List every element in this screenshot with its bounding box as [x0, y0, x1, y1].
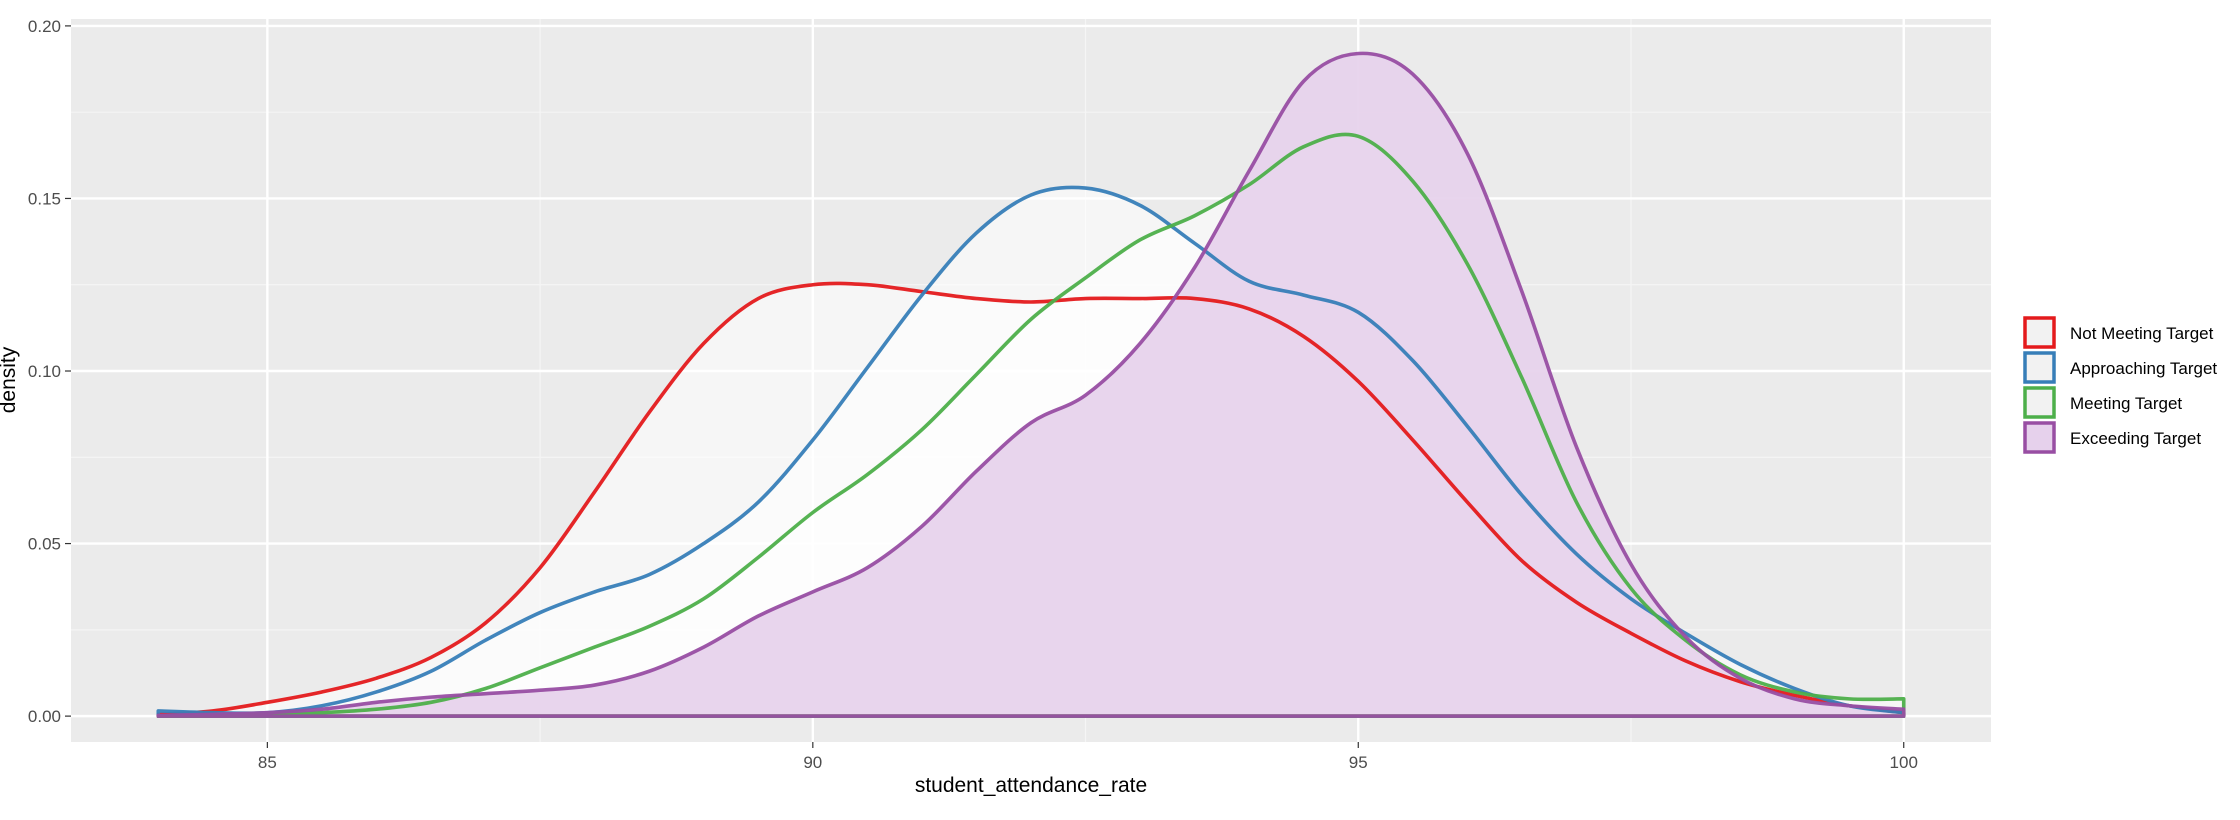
x-tick-label: 100	[1890, 753, 1918, 772]
density-fills	[158, 53, 1904, 717]
density-outline-meeting-target	[156, 132, 1906, 719]
legend-key-approaching-target	[2023, 351, 2056, 384]
density-outline-approaching-target	[156, 185, 1906, 718]
legend-key-not-meeting-target	[2023, 316, 2056, 349]
legend-key-meeting-target	[2023, 386, 2056, 419]
y-tick-label: 0.20	[28, 17, 61, 36]
x-tick-label: 95	[1349, 753, 1368, 772]
x-tick-label: 90	[803, 753, 822, 772]
legend-label-meeting-target: Meeting Target	[2070, 394, 2182, 413]
y-tick-label: 0.00	[28, 707, 61, 726]
x-tick-label: 85	[258, 753, 277, 772]
density-outline-exceeding-target	[156, 51, 1906, 718]
y-tick-label: 0.15	[28, 189, 61, 208]
density-lines	[156, 51, 1906, 719]
legend-label-not-meeting-target: Not Meeting Target	[2070, 324, 2214, 343]
density-area-exceeding-target	[158, 53, 1904, 717]
legend: Not Meeting Target Approaching Target Meet…	[2023, 316, 2217, 454]
legend-label-exceeding-target: Exceeding Target	[2070, 429, 2201, 448]
x-axis-title: student_attendance_rate	[915, 774, 1147, 797]
legend-label-approaching-target: Approaching Target	[2070, 359, 2217, 378]
density-outline-not-meeting-target	[156, 281, 1906, 718]
x-axis-ticks: 85 90 95 100	[258, 742, 1918, 772]
y-tick-label: 0.10	[28, 362, 61, 381]
y-axis-title: density	[0, 346, 20, 413]
y-axis-ticks: 0.00 0.05 0.10 0.15 0.20	[28, 17, 71, 726]
y-tick-label: 0.05	[28, 535, 61, 554]
legend-key-exceeding-target	[2023, 421, 2056, 454]
